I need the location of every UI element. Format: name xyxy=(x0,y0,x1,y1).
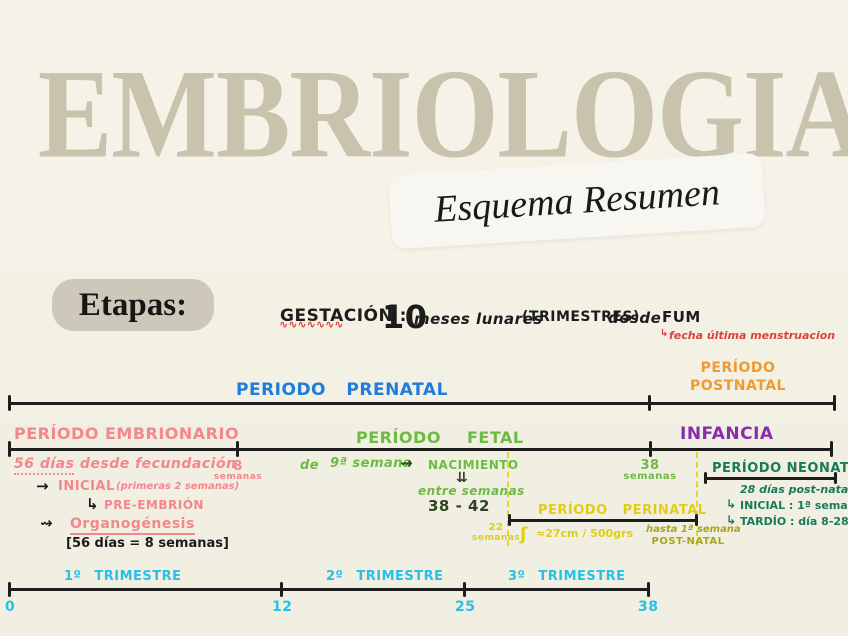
neonatal-line xyxy=(704,477,837,480)
subtitle-text: Esquema Resumen xyxy=(432,171,721,231)
perinatal-end-guide xyxy=(696,452,698,546)
down-arrows-icon: ⇊ xyxy=(456,470,468,486)
perinatal-line xyxy=(508,519,698,522)
organogenesis-text: Organogénesis xyxy=(70,516,195,535)
nacimiento-label: NACIMIENTO xyxy=(428,458,519,472)
fetal-week9: 9ª semana xyxy=(330,456,413,471)
main-timeline-birth-tick xyxy=(648,395,651,411)
postnatal-label-line2: POSTNATAL xyxy=(690,378,786,394)
arrow-right-icon: → xyxy=(36,477,49,495)
trimester-tick-label-25: 25 xyxy=(455,599,476,615)
perinatal-start-guide xyxy=(507,452,509,546)
perinatal-start-value: 22 xyxy=(488,522,504,533)
trimester-tick-25 xyxy=(463,582,466,597)
perinatal-end-line1: hasta 1ª semana xyxy=(646,524,741,535)
stage-timeline-8week-tick xyxy=(236,441,239,457)
trimester-tick-12 xyxy=(280,582,283,597)
stage-timeline-38week-tick xyxy=(649,441,652,457)
inicial-note: (primeras 2 semanas) xyxy=(116,481,240,492)
trimester-line xyxy=(8,588,650,591)
fetal-entre: entre semanas xyxy=(418,484,525,498)
main-timeline-start-cap xyxy=(8,395,11,411)
trimester-tick-label-38: 38 xyxy=(638,599,659,615)
wavy-arrow-icon: ⇝ xyxy=(40,514,53,532)
pre-embrion-label: PRE-EMBRIÓN xyxy=(104,498,204,512)
wavy-arrow-icon: ⇝ xyxy=(400,454,413,472)
gestacion-fum: FUM xyxy=(662,308,701,326)
trimester-tick-label-0: 0 xyxy=(5,599,16,615)
infancia-label: INFANCIA xyxy=(680,424,774,444)
postnatal-label-line1: PERÍODO xyxy=(700,360,776,376)
main-timeline-end-cap xyxy=(833,395,836,411)
trimester-2-label: 2º TRIMESTRE xyxy=(326,569,444,584)
neonatal-line3: TARDÍO : día 8-28 xyxy=(740,515,848,528)
tick-38-unit: semanas xyxy=(623,471,677,482)
etapas-label: Etapas: xyxy=(78,286,188,323)
gestacion-number: 10 xyxy=(382,298,428,336)
organogenesis-label: Organogénesis xyxy=(70,516,195,535)
tick-8-value: 8 xyxy=(233,459,243,474)
perinatal-end-line2: POST-NATAL xyxy=(651,536,725,547)
neonatal-line2: INICIAL : 1ª semana xyxy=(740,499,848,512)
embrionario-label: PERÍODO EMBRIONARIO xyxy=(14,424,240,443)
trimester-tick-label-12: 12 xyxy=(272,599,293,615)
fetal-range: 38 - 42 xyxy=(428,497,490,515)
gestacion-parenthetical: (TRIMESTRES) xyxy=(522,309,640,325)
tick-38-value: 38 xyxy=(640,458,660,473)
perinatal-start-unit: semanas xyxy=(472,533,521,543)
trimester-cap-38 xyxy=(647,582,650,597)
corner-arrow-icon: ↳ xyxy=(660,328,669,339)
corner-arrow-icon: ↳ xyxy=(726,513,737,527)
gestacion-desde: desde xyxy=(608,309,662,327)
fetal-label: PERÍODO FETAL xyxy=(356,428,524,447)
etapas-pill: Etapas: xyxy=(52,279,214,331)
perinatal-title: PERÍODO PERINATAL xyxy=(538,503,707,518)
tick-8-unit: semanas xyxy=(213,472,263,482)
neonatal-title: PERÍODO NEONATAL xyxy=(712,461,848,476)
perinatal-measure: ≈27cm / 500grs xyxy=(536,527,633,540)
neonatal-end-cap xyxy=(834,472,837,484)
perinatal-end-cap xyxy=(695,514,698,526)
embrionario-duration: 56 días desde fecundación xyxy=(14,456,237,475)
corner-arrow-icon: ↳ xyxy=(86,495,99,513)
inicial-label: INICIAL xyxy=(58,479,115,494)
perinatal-start-cap xyxy=(508,514,511,526)
stage-timeline-end-cap xyxy=(830,441,833,457)
trimester-cap-0 xyxy=(8,582,11,597)
duration-rest: desde fecundación xyxy=(79,456,237,472)
stage-timeline-line xyxy=(8,448,833,451)
duration-days: 56 días xyxy=(14,456,75,475)
squiggle-underline-icon: ∿∿∿∿∿∿∿ xyxy=(279,318,344,331)
stage-timeline-start-cap xyxy=(8,441,11,457)
fum-note: fecha última menstruacion xyxy=(669,329,836,342)
prenatal-label: PERIODO PRENATAL xyxy=(236,380,448,400)
main-timeline-line xyxy=(8,402,836,405)
gestacion-label: GESTACIÓN : xyxy=(280,306,407,326)
gestacion-unit: meses lunares xyxy=(414,310,543,328)
corner-arrow-icon: ↳ xyxy=(726,497,737,511)
neonatal-line1: 28 días post-natal xyxy=(740,483,848,496)
trimester-1-label: 1º TRIMESTRE xyxy=(64,569,182,584)
neonatal-start-cap xyxy=(704,472,707,484)
trimester-3-label: 3º TRIMESTRE xyxy=(508,569,626,584)
swirl-icon: ʃ xyxy=(520,524,528,545)
equivalence-note: [56 días = 8 semanas] xyxy=(66,536,229,551)
fetal-de: de xyxy=(300,458,320,473)
